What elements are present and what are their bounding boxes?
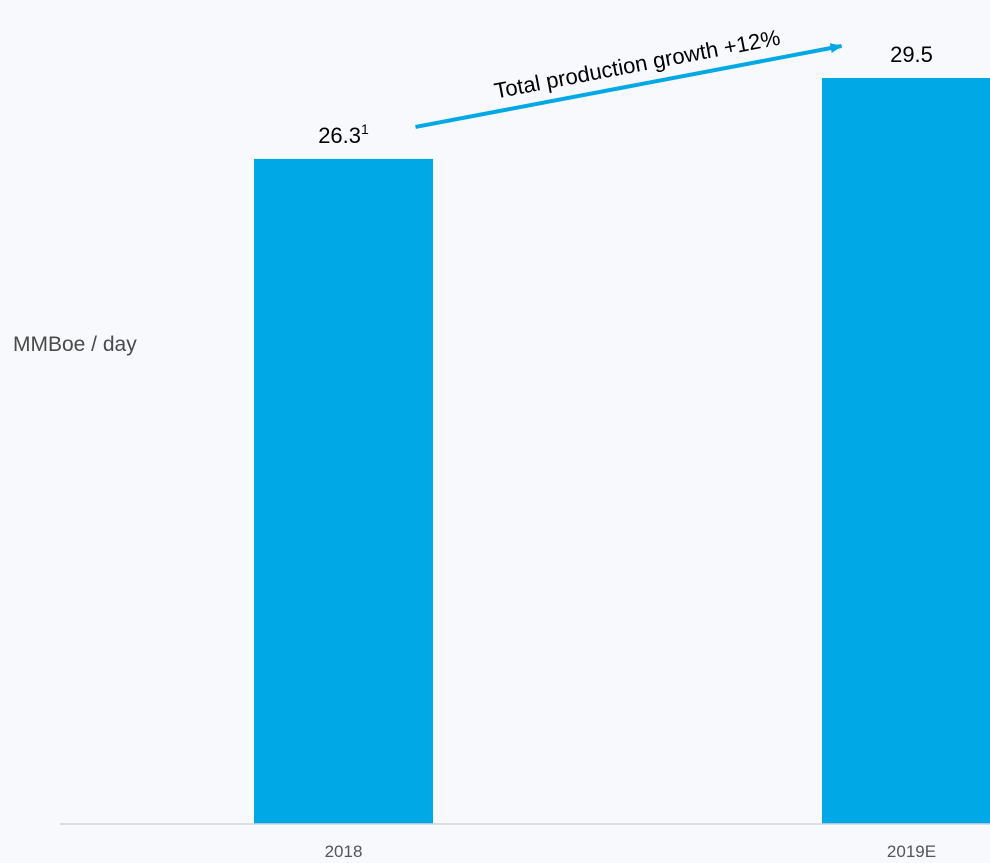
annotation-layer: Total production growth +12% — [415, 25, 843, 129]
x-tick-label-2018: 2018 — [325, 842, 363, 861]
bar-2019E — [822, 78, 990, 824]
data-label-value: 26.3 — [318, 123, 361, 148]
bar-2018 — [254, 158, 433, 825]
data-label-value: 29.5 — [890, 42, 933, 67]
y-axis-label: MMBoe / day — [13, 333, 137, 356]
data-label-2018: 26.31 — [318, 121, 369, 148]
bars-layer — [254, 78, 990, 825]
data-label-footnote: 1 — [361, 121, 369, 137]
data-label-2019E: 29.5 — [890, 42, 933, 67]
growth-arrow — [415, 43, 843, 129]
x-tick-label-2019E: 2019E — [887, 842, 936, 861]
labels-layer: 26.31 2018 29.5 2019E — [318, 42, 936, 861]
